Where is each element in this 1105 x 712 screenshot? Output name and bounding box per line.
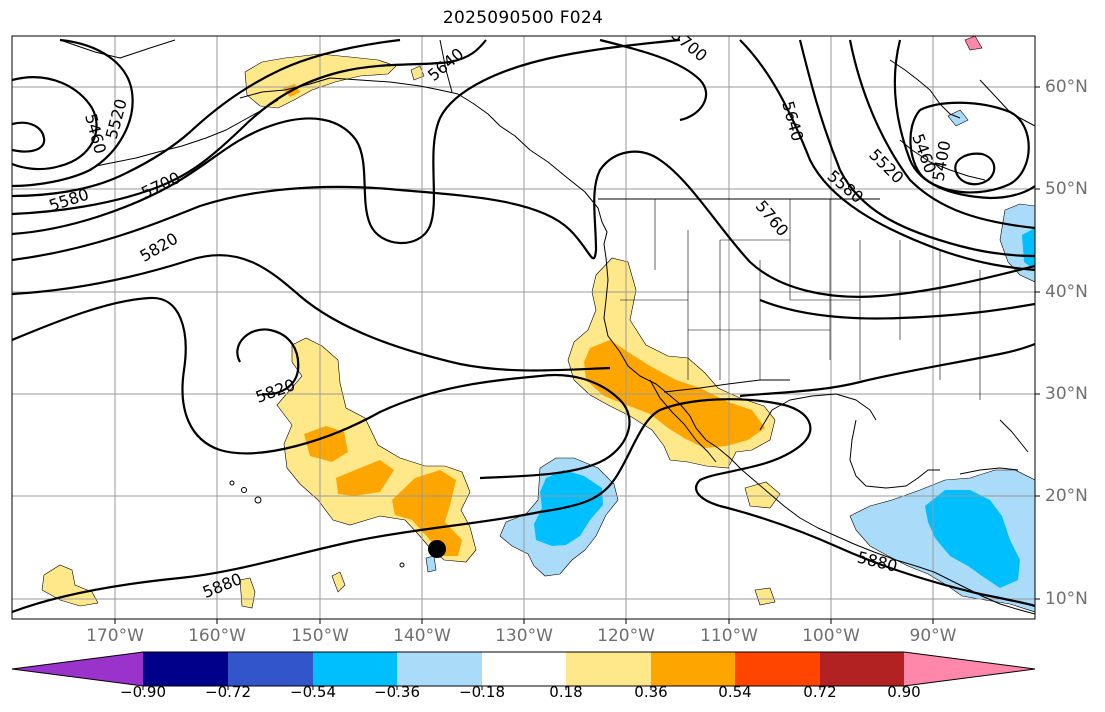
latitude-label: 50°N	[1045, 179, 1088, 199]
colorbar-label: −0.72	[205, 683, 251, 701]
shade-orange-central-pacific-2	[336, 460, 394, 496]
contour-5880-east	[739, 342, 1035, 398]
contour-5880-south	[12, 398, 1035, 614]
shade-yellow-small4	[754, 587, 776, 606]
shade-orange-central-pacific-1	[304, 426, 348, 462]
coast-florida-cuba	[959, 419, 1029, 475]
contour-5580-east	[798, 39, 1035, 258]
colorbar-label: −0.36	[374, 683, 420, 701]
border-us-mexico	[663, 379, 790, 393]
colorbar-label: −0.54	[290, 683, 336, 701]
shade-pink-small	[964, 36, 983, 51]
coast-baja-west	[649, 379, 717, 463]
coast-bc	[597, 207, 608, 259]
map-title: 2025090500 F024	[442, 8, 604, 28]
coast-alaska-panhandle	[457, 93, 599, 209]
colorbar-segment	[820, 652, 904, 686]
contour-5760-east	[759, 298, 1035, 320]
shade-deepblue-great-lakes	[1022, 228, 1035, 270]
border-alaska-canada	[439, 39, 453, 93]
contour-low-left-inner	[12, 121, 46, 153]
latitude-label: 40°N	[1045, 282, 1088, 302]
longitude-label: 110°W	[700, 626, 758, 646]
longitude-label: 120°W	[597, 626, 655, 646]
colorbar-segment	[228, 652, 313, 686]
colorbar-extend-left	[12, 652, 143, 686]
height-contours	[12, 38, 1035, 614]
longitude-label: 130°W	[495, 626, 553, 646]
coast-mexico-west	[705, 439, 875, 553]
longitude-label: 160°W	[188, 626, 246, 646]
shade-yellow-hawaii-west	[41, 564, 99, 607]
colorbar-label: 0.36	[634, 683, 668, 701]
shade-lightblue-small-hawaii	[425, 555, 437, 573]
shade-lightblue-hudson	[947, 109, 969, 127]
map-area: 5460 5520 5580 5700 5820 5640 5700 5640 …	[12, 36, 1035, 619]
island-hawaii-2	[241, 487, 247, 493]
longitude-label: 100°W	[802, 626, 860, 646]
colorbar-segment	[566, 652, 651, 686]
colorbar-extend-right	[904, 652, 1035, 686]
coast-gulf-of-mexico	[759, 393, 940, 489]
shade-yellow-small3	[331, 571, 346, 593]
coast-central-america	[873, 551, 1035, 615]
colorbar-segment	[735, 652, 820, 686]
latitude-label: 60°N	[1045, 77, 1088, 97]
shade-deepblue-east-pacific	[534, 470, 603, 546]
contour-low-east-inner	[954, 152, 996, 186]
contour-5760-ak-top	[599, 38, 708, 122]
coast-alaska-peninsula	[95, 99, 279, 167]
longitude-label: 150°W	[291, 626, 349, 646]
contour-5640-east	[739, 39, 1035, 272]
shade-yellow-small2	[239, 577, 256, 609]
island-small-1	[399, 562, 405, 568]
colorbar-segment	[482, 652, 566, 686]
latitude-label: 20°N	[1045, 486, 1088, 506]
storm-center-marker	[428, 540, 446, 558]
colorbar-label: 0.72	[803, 683, 837, 701]
latitude-label: 30°N	[1045, 384, 1088, 404]
colorbar-segment	[397, 652, 482, 686]
longitude-label: 90°W	[909, 626, 957, 646]
longitude-label: 170°W	[86, 626, 144, 646]
graticule	[12, 36, 1035, 619]
colorbar-segment	[313, 652, 397, 686]
colorbar	[11, 651, 1036, 690]
coastlines	[59, 39, 1035, 615]
colorbar-segment	[651, 652, 735, 686]
colorbar-label: 0.18	[549, 683, 583, 701]
coast-us-west	[603, 257, 707, 441]
colorbar-label: −0.18	[459, 683, 505, 701]
axis-ticks	[114, 86, 1040, 624]
contour-5820-main	[12, 254, 611, 396]
shade-deepblue-central-america	[925, 490, 1020, 588]
contour-5520-east	[848, 39, 1035, 230]
colorbar-label: −0.90	[120, 683, 166, 701]
shade-orange-central-pacific-3	[392, 470, 462, 556]
contour-5460-left	[12, 76, 98, 171]
contour-5820-outer	[12, 296, 631, 480]
shade-yellow-small	[410, 65, 425, 81]
coast-alaska-north	[59, 39, 459, 99]
contour-5640-ak	[12, 39, 487, 216]
colorbar-label: 0.54	[718, 683, 752, 701]
colorbar-ticks	[142, 686, 905, 690]
contour-5700-left	[12, 38, 681, 245]
coast-east-canada	[889, 59, 1035, 127]
contour-5760-left	[12, 150, 1035, 298]
contour-5580-left	[12, 38, 401, 198]
contour-5520-left	[12, 38, 134, 188]
island-hawaii-3	[229, 480, 235, 486]
colorbar-segment	[143, 652, 228, 686]
colorbar-label: 0.90	[887, 683, 921, 701]
shade-yellow-mexico-small	[744, 481, 781, 509]
contour-5400-east	[909, 101, 1030, 194]
longitude-label: 140°W	[393, 626, 451, 646]
island-hawaii-1	[254, 496, 262, 504]
latitude-label: 10°N	[1045, 589, 1088, 609]
